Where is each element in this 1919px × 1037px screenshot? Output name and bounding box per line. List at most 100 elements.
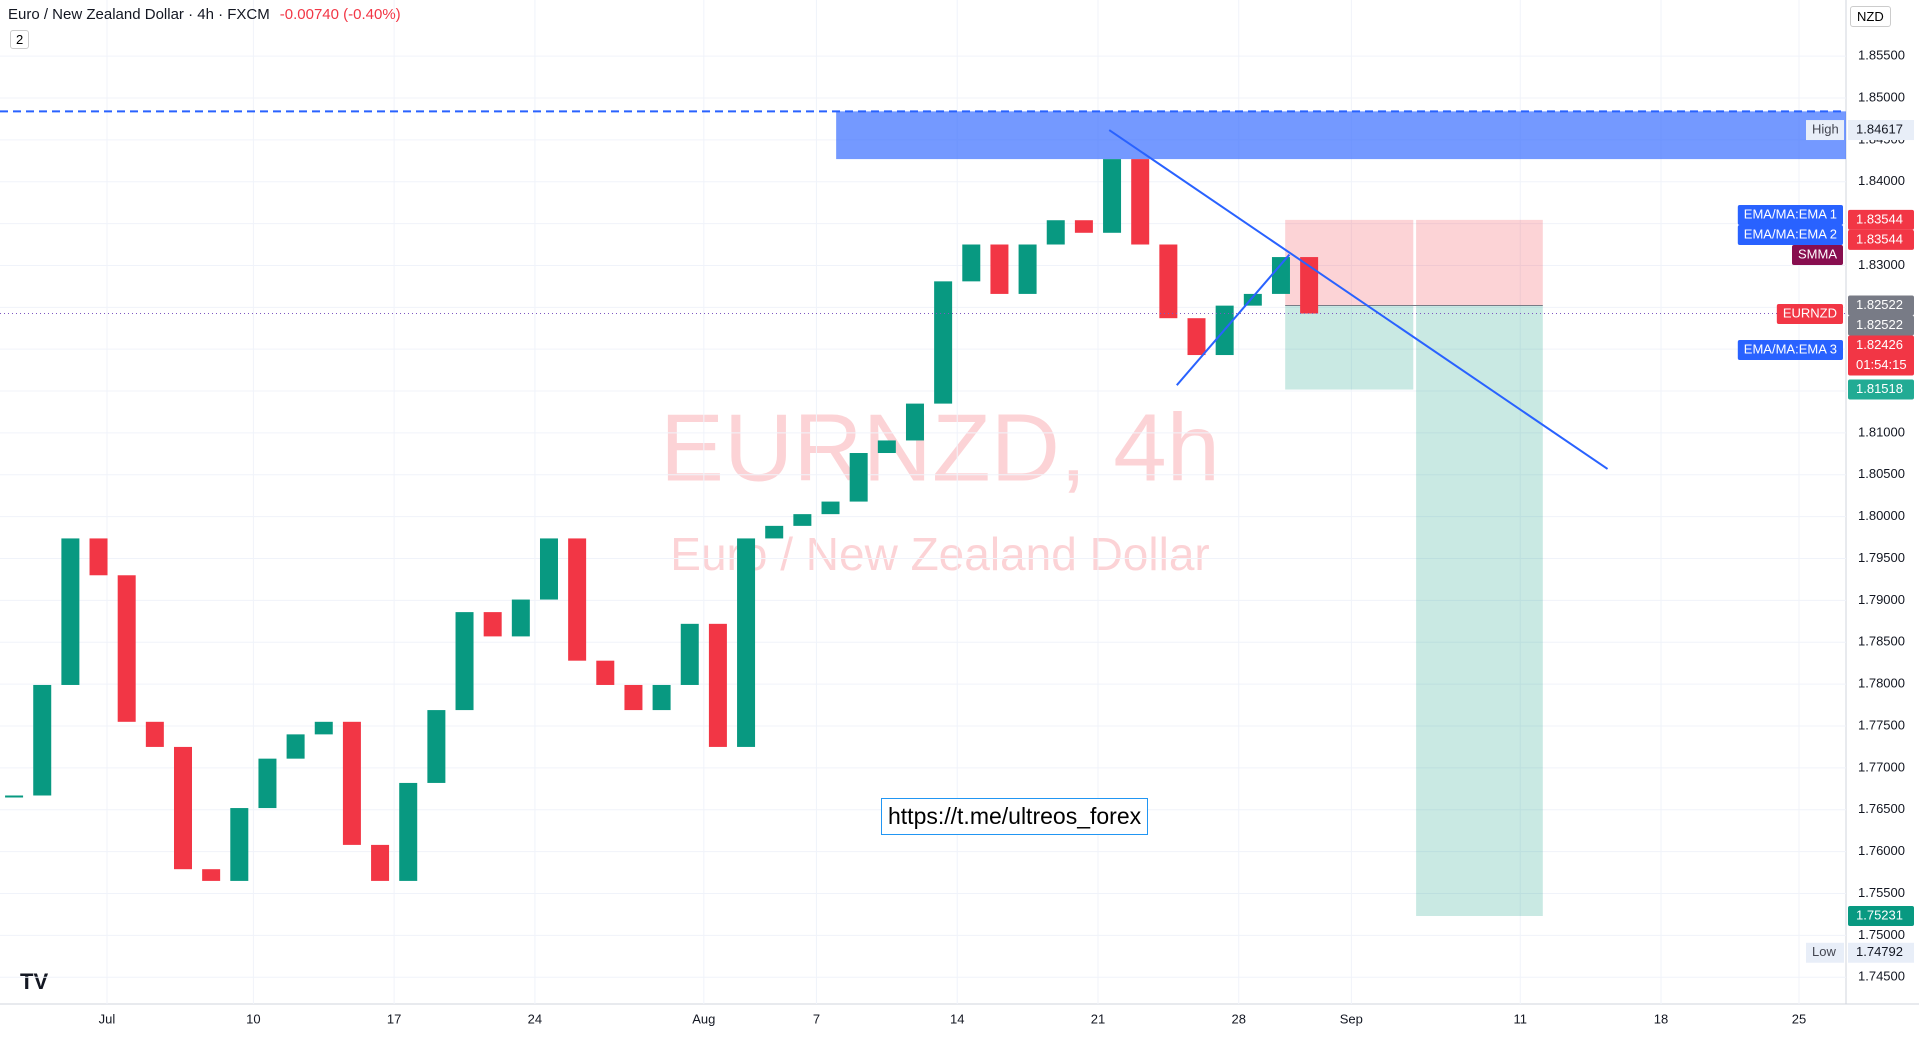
candle <box>539 538 558 600</box>
y-tick-label: 1.77500 <box>1858 717 1905 732</box>
currency-button[interactable]: NZD <box>1850 6 1891 27</box>
watermark: EURNZD, 4h <box>660 394 1220 501</box>
candle <box>61 538 80 685</box>
candle <box>258 758 277 809</box>
annotation-link[interactable]: https://t.me/ultreos_forex <box>881 798 1149 835</box>
price-badge-label: 1.82522 <box>1856 317 1903 332</box>
target-zone <box>1285 305 1414 390</box>
y-tick-label: 1.78000 <box>1858 676 1905 691</box>
symbol-title[interactable]: Euro / New Zealand Dollar · 4h · FXCM <box>8 6 270 23</box>
candle <box>399 782 418 881</box>
candle <box>314 721 333 735</box>
candle <box>849 453 868 502</box>
y-tick-label: 1.74500 <box>1858 969 1905 984</box>
extreme-name: High <box>1812 121 1839 136</box>
y-tick-label: 1.75000 <box>1858 927 1905 942</box>
price-badge <box>1848 295 1914 316</box>
indicator-count[interactable]: 2 <box>10 30 30 49</box>
candle <box>1243 293 1262 306</box>
price-badge-label: 1.83544 <box>1856 231 1903 246</box>
price-badge-label: 1.83544 <box>1856 211 1903 226</box>
x-tick-label: 25 <box>1792 1011 1806 1026</box>
candle <box>568 538 587 661</box>
trendline <box>1176 253 1291 386</box>
candle <box>1271 257 1290 294</box>
indicator-badge-label: EMA/MA:EMA 2 <box>1744 226 1837 241</box>
x-tick-label: Aug <box>692 1011 715 1026</box>
candle <box>5 795 24 798</box>
extreme-value: 1.84617 <box>1856 121 1903 136</box>
candle <box>1187 318 1206 356</box>
x-tick-label: 17 <box>387 1011 401 1026</box>
candle <box>821 501 840 515</box>
indicator-badge <box>1792 245 1843 265</box>
x-tick-label: 24 <box>528 1011 542 1026</box>
price-badge-label: 1.82426 <box>1856 337 1903 352</box>
extreme-value-badge <box>1848 942 1914 963</box>
candle <box>680 623 699 685</box>
y-tick-label: 1.77000 <box>1858 759 1905 774</box>
candle <box>511 599 530 637</box>
extreme-value: 1.74792 <box>1856 944 1903 959</box>
target-zone <box>1416 305 1543 916</box>
indicator-badge-label: SMMA <box>1798 246 1837 261</box>
y-tick-label: 1.80000 <box>1858 508 1905 523</box>
y-tick-label: 1.76500 <box>1858 801 1905 816</box>
candle <box>877 440 896 454</box>
candle <box>737 538 756 747</box>
extreme-badge <box>1806 120 1844 141</box>
candle <box>1103 159 1122 233</box>
y-tick-label: 1.78500 <box>1858 634 1905 649</box>
candle <box>455 612 474 711</box>
extreme-value-badge <box>1848 120 1914 141</box>
candle <box>427 710 446 783</box>
x-tick-label: 10 <box>246 1011 260 1026</box>
candle <box>1074 220 1093 233</box>
candle <box>652 684 671 711</box>
price-change: -0.00740 (-0.40%) <box>279 6 401 23</box>
candle <box>1300 257 1319 314</box>
candle <box>708 623 727 747</box>
x-tick-label: 18 <box>1654 1011 1668 1026</box>
x-tick-label: 14 <box>950 1011 964 1026</box>
x-tick-label: 28 <box>1232 1011 1246 1026</box>
price-badge <box>1848 905 1914 926</box>
watermark-subtitle: Euro / New Zealand Dollar <box>670 528 1209 580</box>
candle <box>990 244 1009 294</box>
y-tick-label: 1.75500 <box>1858 885 1905 900</box>
indicator-badge <box>1737 340 1843 360</box>
price-badge <box>1848 379 1914 400</box>
price-badge <box>1848 209 1914 230</box>
candle <box>905 403 924 441</box>
price-badge-label: 1.81518 <box>1856 381 1903 396</box>
candle <box>1159 244 1178 319</box>
candle <box>1046 220 1065 245</box>
x-tick-label: 11 <box>1514 1011 1528 1026</box>
price-badge-label: 1.82522 <box>1856 297 1903 312</box>
x-tick-label: Jul <box>99 1011 116 1026</box>
header: Euro / New Zealand Dollar · 4h · FXCM -0… <box>8 6 401 23</box>
candle <box>286 734 305 759</box>
y-tick-label: 1.76000 <box>1858 843 1905 858</box>
indicator-badge-label: EURNZD <box>1783 305 1837 320</box>
logo: TV <box>20 969 48 994</box>
y-tick-label: 1.83000 <box>1858 257 1905 272</box>
y-tick-label: 1.79500 <box>1858 550 1905 565</box>
candle <box>145 721 164 747</box>
extreme-name: Low <box>1812 944 1836 959</box>
y-tick-label: 1.81000 <box>1858 424 1905 439</box>
candle <box>596 660 615 685</box>
indicator-badge-label: EMA/MA:EMA 3 <box>1744 341 1837 356</box>
price-badge <box>1848 229 1914 250</box>
candle <box>1018 244 1037 294</box>
x-tick-label: Sep <box>1340 1011 1363 1026</box>
extreme-badge <box>1806 942 1844 963</box>
candle <box>173 746 192 870</box>
indicator-badge <box>1776 304 1843 324</box>
candle <box>89 538 108 576</box>
resistance-zone <box>836 111 1846 160</box>
price-badge <box>1848 335 1914 376</box>
y-tick-label: 1.84000 <box>1858 173 1905 188</box>
